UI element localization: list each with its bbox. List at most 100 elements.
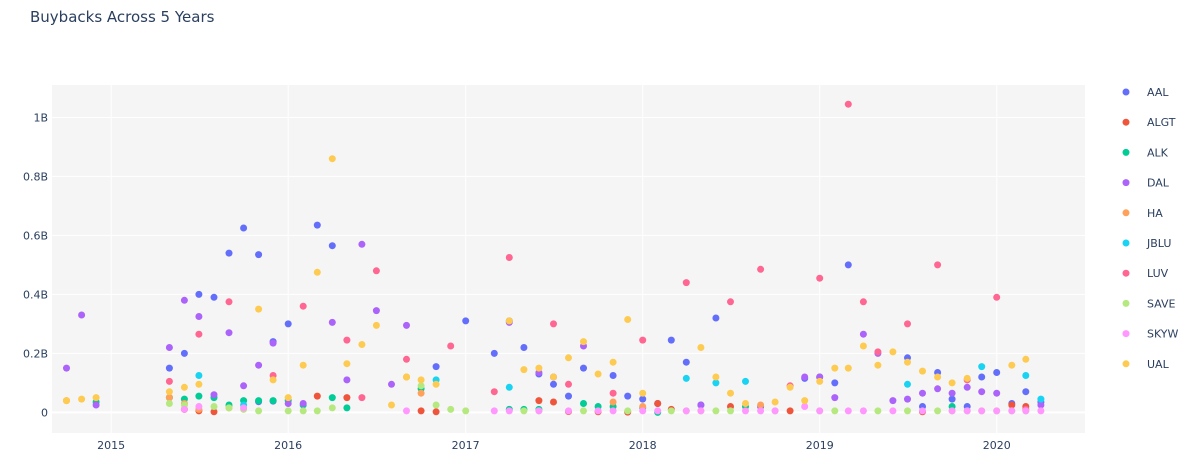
data-point[interactable] [550,398,557,406]
data-point[interactable] [165,364,173,372]
data-point[interactable] [490,407,498,415]
data-point[interactable] [682,407,690,415]
data-point[interactable] [255,305,263,313]
data-point[interactable] [328,318,336,326]
data-point[interactable] [594,370,602,378]
data-point[interactable] [447,405,455,413]
data-point[interactable] [904,358,911,366]
data-point[interactable] [240,224,248,232]
data-point[interactable] [358,240,366,248]
data-point[interactable] [904,380,911,388]
data-point[interactable] [210,403,218,410]
data-point[interactable] [904,407,911,415]
data-point[interactable] [1037,407,1045,415]
data-point[interactable] [757,401,765,409]
data-point[interactable] [594,407,602,415]
data-point[interactable] [225,404,233,412]
data-point[interactable] [343,404,351,412]
data-point[interactable] [299,302,307,310]
data-point[interactable] [165,377,173,385]
data-point[interactable] [505,383,513,391]
data-point[interactable] [210,293,218,301]
data-point[interactable] [240,382,248,390]
data-point[interactable] [432,408,440,416]
data-point[interactable] [240,404,248,412]
data-point[interactable] [1022,388,1030,396]
data-point[interactable] [372,267,380,275]
data-point[interactable] [269,339,277,347]
legend-item-save[interactable]: SAVE [1122,297,1176,310]
data-point[interactable] [639,395,647,403]
data-point[interactable] [78,395,86,403]
data-point[interactable] [609,398,617,406]
data-point[interactable] [358,394,366,402]
legend-item-algt[interactable]: ALGT [1122,116,1176,129]
data-point[interactable] [727,407,734,415]
data-point[interactable] [844,261,852,269]
data-point[interactable] [505,254,513,261]
data-point[interactable] [180,405,188,413]
data-point[interactable] [874,361,882,369]
data-point[interactable] [490,349,498,357]
data-point[interactable] [195,290,203,298]
legend-item-ual[interactable]: UAL [1122,358,1170,371]
data-point[interactable] [225,298,233,306]
data-point[interactable] [284,400,292,407]
data-point[interactable] [403,373,410,381]
data-point[interactable] [682,279,690,287]
data-point[interactable] [771,407,779,415]
data-point[interactable] [816,274,824,282]
data-point[interactable] [299,400,307,407]
data-point[interactable] [520,366,528,374]
legend-item-aal[interactable]: AAL [1122,86,1170,99]
data-point[interactable] [432,363,440,371]
data-point[interactable] [195,403,203,410]
data-point[interactable] [682,358,690,366]
data-point[interactable] [1008,361,1016,369]
data-point[interactable] [417,407,425,415]
data-point[interactable] [195,330,203,338]
data-point[interactable] [934,385,942,393]
legend-item-skyw[interactable]: SKYW [1122,328,1179,341]
data-point[interactable] [313,268,321,276]
data-point[interactable] [180,383,188,391]
data-point[interactable] [919,367,926,375]
data-point[interactable] [609,372,617,379]
data-point[interactable] [1037,395,1045,403]
data-point[interactable] [948,379,956,387]
data-point[interactable] [358,341,366,348]
data-point[interactable] [934,261,942,269]
data-point[interactable] [874,407,882,415]
data-point[interactable] [742,407,749,415]
data-point[interactable] [417,389,425,397]
data-point[interactable] [505,407,513,415]
data-point[interactable] [667,407,675,415]
data-point[interactable] [343,394,351,402]
data-point[interactable] [742,377,749,385]
data-point[interactable] [904,320,911,328]
data-point[interactable] [210,391,218,399]
data-point[interactable] [403,321,410,329]
data-point[interactable] [225,329,233,337]
data-point[interactable] [210,408,218,416]
data-point[interactable] [757,407,765,415]
data-point[interactable] [624,392,632,400]
legend-item-dal[interactable]: DAL [1122,177,1170,190]
data-point[interactable] [831,407,839,415]
data-point[interactable] [535,407,543,415]
data-point[interactable] [831,364,839,372]
data-point[interactable] [328,242,336,250]
data-point[interactable] [313,407,321,415]
data-point[interactable] [535,397,543,405]
data-point[interactable] [565,380,572,388]
data-point[interactable] [948,389,956,397]
data-point[interactable] [372,307,380,315]
data-point[interactable] [742,400,749,407]
legend-item-alk[interactable]: ALK [1122,146,1169,159]
data-point[interactable] [816,407,824,415]
data-point[interactable] [993,407,1001,415]
data-point[interactable] [550,380,557,388]
data-point[interactable] [255,251,263,259]
data-point[interactable] [92,401,100,409]
data-point[interactable] [609,407,617,415]
